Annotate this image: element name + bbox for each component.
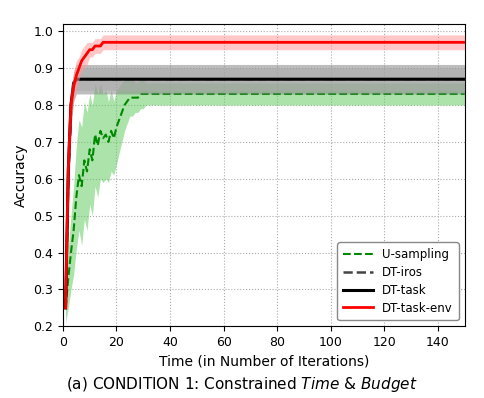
X-axis label: Time (in Number of Iterations): Time (in Number of Iterations) — [159, 355, 369, 369]
Text: (a) CONDITION 1: Constrained $\mathit{Time}$ & $\mathit{Budget}$: (a) CONDITION 1: Constrained $\mathit{Ti… — [66, 375, 418, 394]
Legend: U-sampling, DT-iros, DT-task, DT-task-env: U-sampling, DT-iros, DT-task, DT-task-en… — [337, 242, 459, 320]
Y-axis label: Accuracy: Accuracy — [14, 143, 28, 207]
